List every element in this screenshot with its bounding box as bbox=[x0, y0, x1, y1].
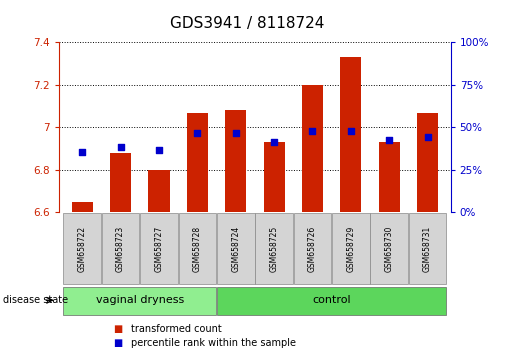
FancyBboxPatch shape bbox=[63, 213, 101, 284]
Text: percentile rank within the sample: percentile rank within the sample bbox=[131, 338, 296, 348]
FancyBboxPatch shape bbox=[332, 213, 370, 284]
Bar bbox=[379, 142, 400, 212]
Bar bbox=[187, 113, 208, 212]
FancyBboxPatch shape bbox=[294, 213, 331, 284]
Text: GSM658724: GSM658724 bbox=[231, 225, 240, 272]
Text: GSM658727: GSM658727 bbox=[154, 225, 163, 272]
Point bbox=[270, 139, 278, 145]
Text: transformed count: transformed count bbox=[131, 324, 222, 334]
Text: GSM658722: GSM658722 bbox=[78, 225, 87, 272]
Text: GSM658730: GSM658730 bbox=[385, 225, 394, 272]
Point bbox=[78, 149, 87, 155]
Bar bbox=[225, 110, 246, 212]
FancyBboxPatch shape bbox=[409, 213, 447, 284]
Bar bbox=[110, 153, 131, 212]
Point bbox=[347, 129, 355, 134]
FancyBboxPatch shape bbox=[370, 213, 408, 284]
Point bbox=[232, 131, 240, 136]
Bar bbox=[340, 57, 362, 212]
Point bbox=[116, 144, 125, 149]
Text: vaginal dryness: vaginal dryness bbox=[96, 295, 184, 305]
Text: GDS3941 / 8118724: GDS3941 / 8118724 bbox=[170, 16, 324, 31]
FancyBboxPatch shape bbox=[63, 287, 216, 315]
Text: disease state: disease state bbox=[3, 295, 67, 305]
FancyBboxPatch shape bbox=[102, 213, 140, 284]
Bar bbox=[417, 113, 438, 212]
FancyBboxPatch shape bbox=[217, 287, 447, 315]
Bar bbox=[302, 85, 323, 212]
Point bbox=[385, 137, 393, 143]
Text: control: control bbox=[313, 295, 351, 305]
Text: ■: ■ bbox=[113, 324, 123, 334]
Text: GSM658725: GSM658725 bbox=[270, 225, 279, 272]
Text: ■: ■ bbox=[113, 338, 123, 348]
Text: GSM658726: GSM658726 bbox=[308, 225, 317, 272]
Point bbox=[155, 147, 163, 153]
Text: GSM658729: GSM658729 bbox=[347, 225, 355, 272]
FancyBboxPatch shape bbox=[140, 213, 178, 284]
Text: GSM658728: GSM658728 bbox=[193, 225, 202, 272]
Point bbox=[308, 129, 317, 134]
Bar bbox=[72, 202, 93, 212]
Point bbox=[193, 131, 201, 136]
FancyBboxPatch shape bbox=[217, 213, 254, 284]
FancyBboxPatch shape bbox=[255, 213, 293, 284]
Bar bbox=[264, 142, 285, 212]
Bar bbox=[148, 170, 169, 212]
Text: GSM658723: GSM658723 bbox=[116, 225, 125, 272]
FancyBboxPatch shape bbox=[179, 213, 216, 284]
Text: GSM658731: GSM658731 bbox=[423, 225, 432, 272]
Point bbox=[423, 134, 432, 140]
